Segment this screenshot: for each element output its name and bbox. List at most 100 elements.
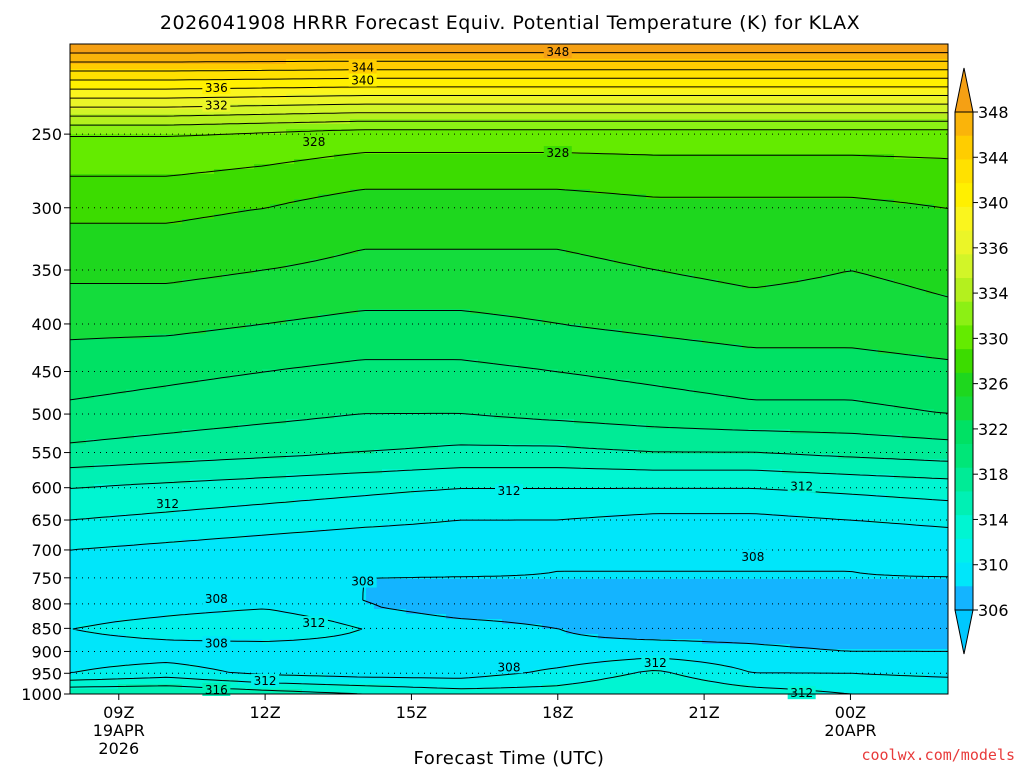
field-cell [454,229,463,235]
field-cell [150,69,159,75]
field-cell [494,199,503,205]
field-cell [894,129,903,135]
field-cell [774,209,783,215]
field-cell [622,109,631,115]
field-cell [166,254,175,260]
field-cell [318,234,327,240]
field-cell [174,234,183,240]
field-cell [774,64,783,70]
field-cell [222,259,231,265]
field-cell [702,64,711,70]
field-cell [902,239,911,245]
field-cell [510,204,519,210]
field-cell [614,129,623,135]
field-cell [790,224,799,230]
field-cell [278,144,287,150]
field-cell [614,204,623,210]
field-cell [262,159,271,165]
field-cell [110,79,119,85]
field-cell [166,244,175,250]
field-cell [246,229,255,235]
field-cell [222,214,231,220]
field-cell [942,134,949,140]
field-cell [710,144,719,150]
field-cell [414,159,423,165]
field-cell [446,134,455,140]
field-cell [854,179,863,185]
field-cell [878,219,887,225]
field-cell [846,94,855,100]
field-cell [358,134,367,140]
field-cell [102,169,111,175]
field-cell [894,109,903,115]
field-cell [614,199,623,205]
field-cell [198,94,207,100]
field-cell [886,149,895,155]
field-cell [470,174,479,180]
field-cell [814,229,823,235]
field-cell [406,99,415,105]
field-cell [278,269,287,275]
field-cell [174,159,183,165]
field-cell [478,194,487,200]
field-cell [454,69,463,75]
field-cell [910,209,919,215]
field-cell [550,69,559,75]
field-cell [846,199,855,205]
field-cell [750,129,759,135]
field-cell [398,229,407,235]
field-cell [902,244,911,250]
field-cell [574,154,583,160]
field-cell [718,149,727,155]
field-cell [110,234,119,240]
field-cell [790,49,799,55]
field-cell [454,104,463,110]
field-cell [134,194,143,200]
field-cell [398,49,407,55]
field-cell [262,129,271,135]
field-cell [622,169,631,175]
field-cell [798,179,807,185]
field-cell [750,94,759,100]
field-cell [70,49,79,55]
field-cell [414,264,423,270]
field-cell [454,179,463,185]
field-cell [78,154,87,160]
field-cell [870,159,879,165]
field-cell [614,194,623,200]
field-cell [542,239,551,245]
field-cell [710,79,719,85]
field-cell [382,179,391,185]
field-cell [614,49,623,55]
field-cell [438,224,447,230]
field-cell [142,264,151,270]
field-cell [574,219,583,225]
field-cell [926,184,935,190]
field-cell [742,244,751,250]
field-cell [438,149,447,155]
field-cell [534,74,543,80]
field-cell [166,74,175,80]
field-cell [350,269,359,275]
field-cell [286,44,295,50]
field-cell [366,199,375,205]
field-cell [182,54,191,60]
field-cell [630,134,639,140]
field-cell [902,219,911,225]
field-cell [774,159,783,165]
field-cell [158,64,167,70]
field-cell [350,259,359,265]
field-cell [166,149,175,155]
field-cell [118,79,127,85]
field-cell [734,239,743,245]
field-cell [102,244,111,250]
field-cell [782,244,791,250]
field-cell [926,79,935,85]
field-cell [454,129,463,135]
field-cell [782,159,791,165]
field-cell [110,84,119,90]
field-cell [894,179,903,185]
field-cell [750,209,759,215]
field-cell [310,244,319,250]
field-cell [726,174,735,180]
